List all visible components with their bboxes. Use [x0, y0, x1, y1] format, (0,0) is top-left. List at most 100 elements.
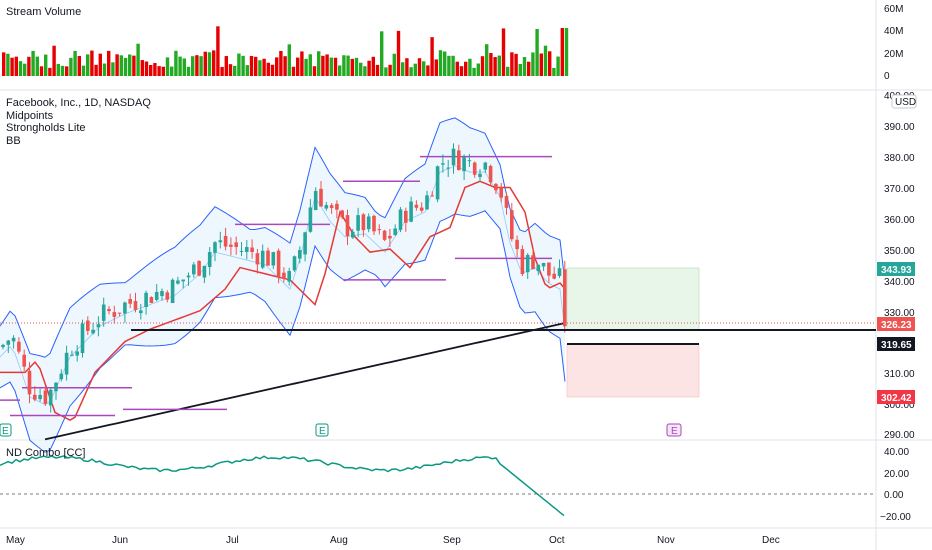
- candle-body: [260, 250, 265, 268]
- earnings-marker[interactable]: E: [315, 423, 329, 437]
- volume-bar: [157, 66, 161, 76]
- volume-axis-label: 20M: [884, 49, 903, 60]
- price-axis-label: 330.00: [884, 308, 915, 319]
- volume-bar: [346, 55, 350, 76]
- price-tag-stop-value: 302.42: [881, 393, 912, 404]
- volume-bar: [443, 51, 447, 76]
- earnings-marker-upcoming[interactable]: E: [666, 423, 682, 437]
- symbol-title[interactable]: Facebook, Inc., 1D, NASDAQ: [6, 97, 151, 109]
- candle-body: [170, 279, 175, 304]
- indicator-midpoints[interactable]: Midpoints: [6, 110, 54, 122]
- volume-bar: [237, 53, 241, 76]
- volume-bar: [455, 61, 459, 76]
- osc-axis-label: 40.00: [884, 447, 909, 458]
- volume-bar: [27, 56, 31, 76]
- volume-pane-title: Stream Volume: [6, 6, 81, 18]
- volume-bar: [506, 66, 510, 76]
- volume-bar: [325, 54, 329, 76]
- indicator-bb[interactable]: BB: [6, 135, 21, 147]
- volume-bar: [144, 61, 149, 76]
- volume-bar: [426, 65, 430, 76]
- volume-bar: [413, 63, 417, 76]
- volume-bar: [161, 66, 165, 76]
- price-tag-target: [877, 262, 915, 276]
- volume-bar: [384, 67, 388, 76]
- candle-body: [133, 301, 138, 310]
- volume-bar: [165, 57, 170, 76]
- volume-bar: [485, 44, 489, 76]
- price-tag-entry: [877, 337, 915, 351]
- profit-zone[interactable]: [566, 267, 700, 331]
- volume-bar: [254, 56, 258, 76]
- volume-bar: [195, 55, 199, 76]
- volume-bar: [543, 45, 548, 76]
- candle-body: [202, 265, 207, 278]
- candle-body: [234, 242, 238, 248]
- volume-bar: [224, 56, 228, 76]
- candle-body: [144, 292, 148, 308]
- volume-bar: [6, 53, 10, 76]
- volume-bar: [262, 58, 266, 76]
- time-axis-label: Oct: [549, 535, 565, 546]
- volume-bar: [132, 55, 136, 76]
- volume-bar: [94, 64, 98, 76]
- price-axis-label: 360.00: [884, 215, 915, 226]
- volume-bar: [401, 62, 405, 76]
- osc-axis-label: −20.00: [880, 512, 911, 523]
- volume-bar: [31, 50, 35, 76]
- volume-bar: [69, 57, 73, 76]
- volume-bar: [270, 64, 275, 76]
- candle-body: [287, 270, 291, 282]
- volume-bar: [556, 56, 560, 76]
- volume-bar: [564, 28, 569, 76]
- volume-bar: [119, 55, 123, 76]
- volume-bar: [480, 56, 485, 76]
- earnings-marker[interactable]: E: [0, 423, 12, 437]
- candle-body: [404, 210, 408, 223]
- candle-body: [149, 297, 154, 303]
- candle-body: [123, 302, 127, 314]
- candle-body: [64, 352, 69, 375]
- volume-bar: [396, 30, 401, 76]
- volume-axis-label: 60M: [884, 4, 903, 15]
- volume-bar: [182, 58, 186, 76]
- volume-bar: [128, 54, 132, 76]
- candle-body: [245, 247, 249, 252]
- candle-body: [165, 292, 170, 300]
- candle-body: [478, 173, 482, 178]
- candle-body: [223, 235, 228, 247]
- currency-badge[interactable]: [891, 94, 917, 109]
- volume-bar: [115, 54, 119, 76]
- indicator-strongholds[interactable]: Strongholds Lite: [6, 122, 86, 134]
- earnings-marker-label: E: [2, 426, 9, 437]
- price-tag-stop: [877, 390, 915, 404]
- volume-bar: [535, 28, 539, 77]
- volume-bar: [186, 66, 191, 76]
- price-axis-label: 310.00: [884, 369, 915, 380]
- candle-body: [451, 148, 456, 166]
- currency-label: USD: [895, 97, 916, 108]
- volume-bar: [489, 53, 493, 76]
- volume-bar: [212, 50, 216, 76]
- candle-body: [181, 279, 185, 282]
- loss-zone[interactable]: [566, 343, 700, 398]
- long-ma: [44, 322, 566, 441]
- candle-body: [552, 273, 556, 279]
- volume-bar: [367, 60, 371, 76]
- candle-body: [467, 160, 472, 162]
- candle-body: [207, 252, 212, 268]
- price-axis-label: 390.00: [884, 122, 915, 133]
- candle-body: [276, 250, 281, 277]
- volume-bar: [241, 55, 245, 76]
- candle-body: [563, 269, 567, 327]
- candle-body: [75, 351, 79, 356]
- candle-body: [361, 214, 366, 231]
- candle-body: [525, 254, 530, 273]
- candle-body: [541, 262, 546, 267]
- candle-body: [345, 215, 350, 237]
- volume-bar: [123, 57, 128, 76]
- volume-bar: [464, 61, 468, 76]
- oscillator-title[interactable]: ND Combo [CC]: [6, 447, 85, 459]
- volume-bar: [86, 54, 90, 76]
